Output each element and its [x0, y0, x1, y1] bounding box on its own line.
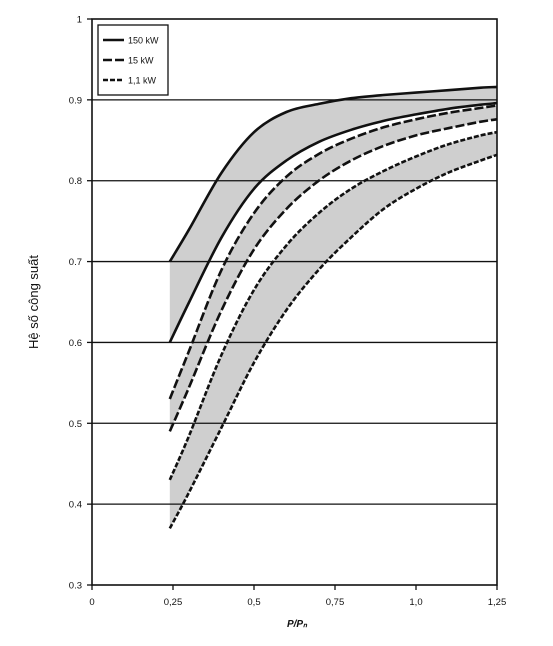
legend: 150 kW 15 kW 1,1 kW	[97, 24, 169, 96]
y-tick-label: 0.8	[69, 176, 82, 187]
series-line-3	[168, 104, 498, 400]
y-tick-label: 0.3	[69, 581, 82, 592]
x-tick-label: 0,5	[247, 597, 260, 608]
y-tick-label: 0.4	[69, 500, 82, 511]
legend-label: 1,1 kW	[128, 76, 157, 86]
plot-frame	[91, 18, 498, 586]
y-tick-label: 0.6	[69, 338, 82, 349]
y-tick-label: 0.7	[69, 257, 82, 268]
series-layer	[168, 85, 498, 530]
x-tick-label: 0,75	[326, 597, 345, 608]
x-tick-label: 0,25	[164, 597, 183, 608]
ticks-layer: 0.3 0.4 0.5 0.6 0.7 0.8 0.9 1 0 0,25 0,5 0,75 1,0 1,2…	[69, 15, 506, 609]
y-tick-label: 0.5	[69, 419, 82, 430]
band-3	[169, 132, 498, 529]
series-line-5	[168, 130, 498, 481]
x-tick-label: 1,0	[409, 597, 422, 608]
y-axis-label: Hệ số công suất	[26, 255, 41, 349]
x-axis-label: P/Pₙ	[287, 619, 308, 630]
series-line-1	[168, 85, 498, 263]
bands-layer	[169, 86, 498, 529]
x-tick-label: 0	[89, 597, 94, 608]
y-tick-label: 0.9	[69, 95, 82, 106]
series-line-4	[168, 118, 498, 432]
band-1	[169, 86, 498, 343]
series-line-6	[168, 153, 498, 530]
legend-label: 150 kW	[128, 36, 159, 46]
y-tick-label: 1	[77, 15, 82, 26]
x-tick-label: 1,25	[488, 597, 507, 608]
legend-label: 15 kW	[128, 56, 154, 66]
series-line-2	[168, 101, 498, 343]
